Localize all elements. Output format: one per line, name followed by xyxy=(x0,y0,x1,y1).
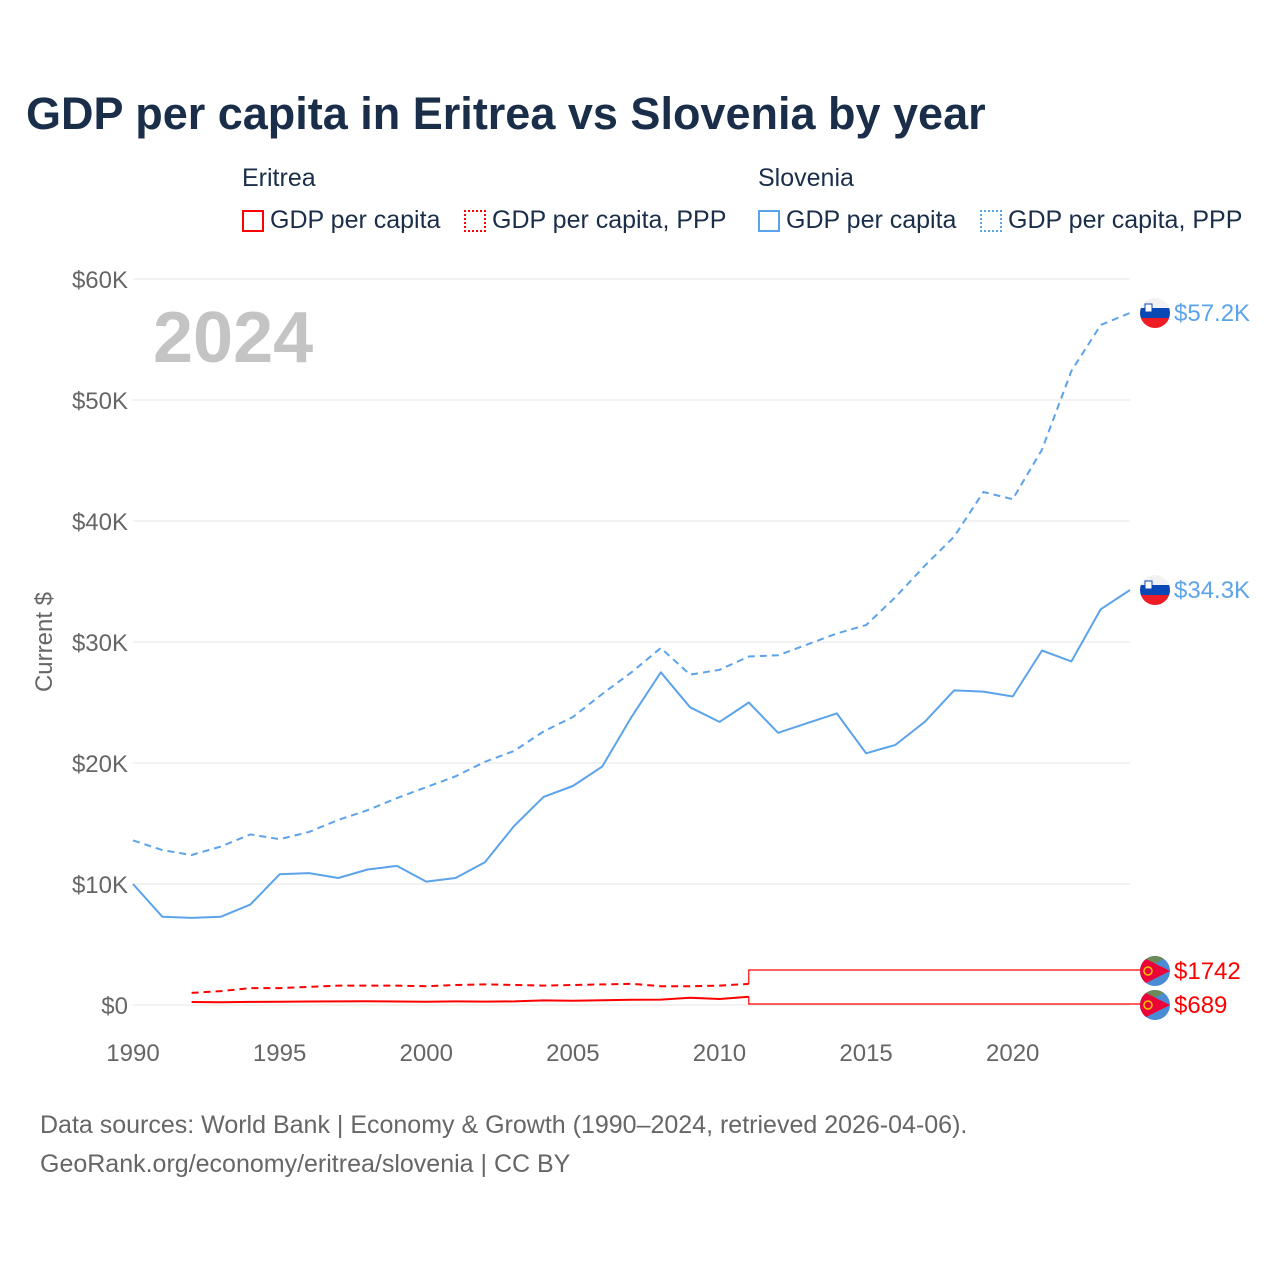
y-tick-label: $20K xyxy=(72,751,128,778)
x-tick-label: 2010 xyxy=(693,1040,746,1067)
x-tick-label: 1995 xyxy=(253,1040,306,1067)
year-watermark: 2024 xyxy=(153,298,313,378)
legend-swatch-solid xyxy=(242,209,264,232)
footer-link[interactable]: GeoRank.org/economy/eritrea/slovenia | C… xyxy=(40,1150,571,1178)
x-tick-label: 2020 xyxy=(986,1040,1039,1067)
slovenia-flag-icon xyxy=(1140,575,1170,605)
x-tick-label: 2000 xyxy=(400,1040,453,1067)
eritrea-flag-icon xyxy=(1140,990,1170,1020)
slovenia-flag-icon xyxy=(1140,298,1170,328)
y-tick-label: $50K xyxy=(72,388,128,415)
legend-label: GDP per capita xyxy=(270,206,441,234)
legend-eritrea-gdp[interactable]: GDP per capita xyxy=(242,206,440,235)
legend-eritrea-ppp[interactable]: GDP per capita, PPP xyxy=(464,206,726,235)
y-tick-label: $10K xyxy=(72,872,128,899)
end-value-label: $1742 xyxy=(1174,958,1241,985)
legend-swatch-solid xyxy=(758,209,780,232)
chart-title: GDP per capita in Eritrea vs Slovenia by… xyxy=(26,88,986,139)
legend-label: GDP per capita xyxy=(786,206,957,234)
legend-swatch-dotted xyxy=(464,209,486,232)
legend-slovenia-gdp[interactable]: GDP per capita xyxy=(758,206,956,235)
footer: Data sources: World Bank | Economy & Gro… xyxy=(40,1106,967,1184)
y-tick-label: $60K xyxy=(72,267,128,294)
series-line-eritrea-gdp-per-capita-ppp xyxy=(191,982,749,994)
end-value-label: $689 xyxy=(1174,992,1227,1019)
x-tick-label: 2005 xyxy=(546,1040,599,1067)
end-value-label: $57.2K xyxy=(1174,300,1250,327)
leader-line xyxy=(748,969,1140,984)
legend-slovenia-ppp[interactable]: GDP per capita, PPP xyxy=(980,206,1242,235)
series-line-slovenia-gdp-per-capita-ppp xyxy=(132,311,1131,856)
x-tick-label: 2015 xyxy=(839,1040,892,1067)
y-tick-label: $0 xyxy=(101,993,128,1020)
y-tick-label: $30K xyxy=(72,630,128,657)
legend-group-slovenia: Slovenia xyxy=(758,164,854,192)
end-value-label: $34.3K xyxy=(1174,577,1250,604)
y-axis-label: Current $ xyxy=(31,592,58,692)
legend-label: GDP per capita, PPP xyxy=(492,206,727,234)
legend-swatch-dotted xyxy=(980,209,1002,232)
legend-group-eritrea: Eritrea xyxy=(242,164,316,192)
footer-sources: Data sources: World Bank | Economy & Gro… xyxy=(40,1111,968,1139)
y-tick-label: $40K xyxy=(72,509,128,536)
leader-line xyxy=(748,996,1140,1005)
series-line-eritrea-gdp-per-capita xyxy=(191,995,749,1004)
x-tick-label: 1990 xyxy=(106,1040,159,1067)
legend-label: GDP per capita, PPP xyxy=(1008,206,1243,234)
eritrea-flag-icon xyxy=(1140,956,1170,986)
series-line-slovenia-gdp-per-capita xyxy=(132,589,1131,919)
